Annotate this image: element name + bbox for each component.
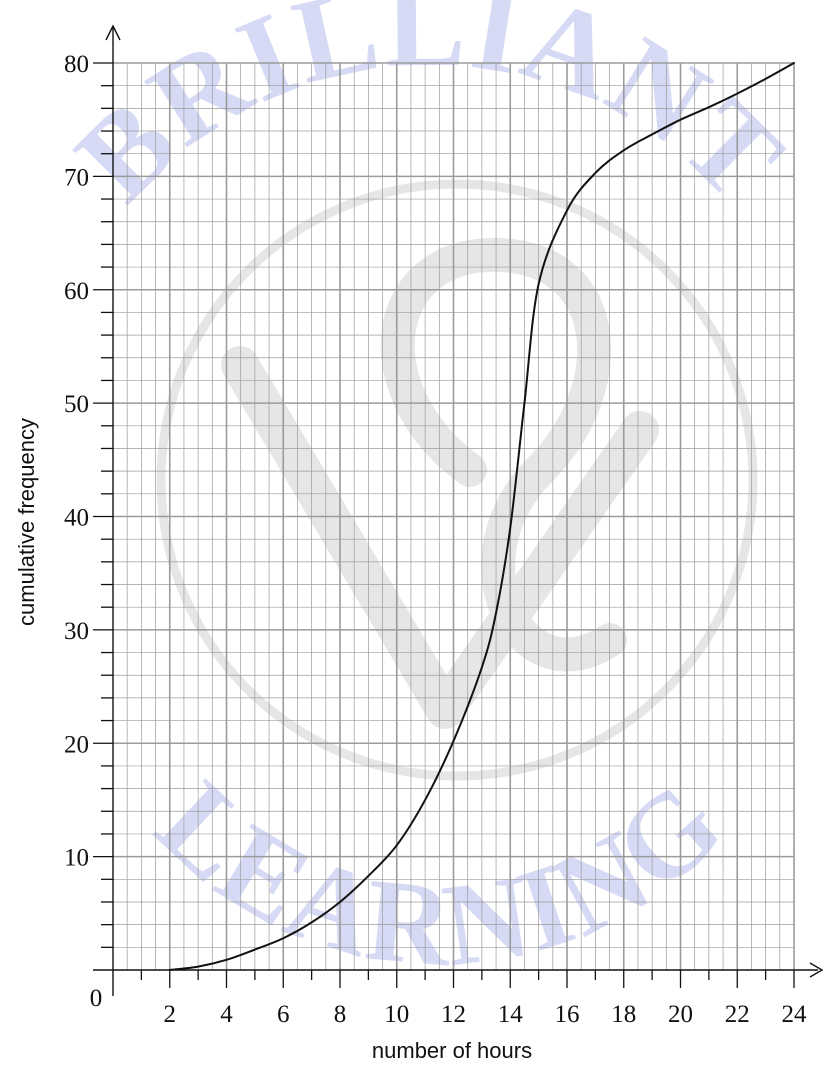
x-tick-labels: 2 4 6 8 10 12 14 16 18 20 22 24 — [164, 1001, 808, 1028]
y-tick-label: 70 — [64, 164, 89, 191]
cumulative-frequency-curve — [168, 62, 795, 971]
y-tick-label: 20 — [64, 731, 89, 758]
x-tick-label: 24 — [782, 1001, 808, 1028]
y-axis-arrow-icon — [105, 24, 121, 41]
x-tick-label: 2 — [164, 1001, 177, 1028]
major-grid — [113, 62, 795, 970]
watermark-logo: BRILLIANT LEARNING — [51, 0, 808, 992]
series-layer — [168, 62, 795, 971]
origin-label: 0 — [90, 985, 103, 1012]
y-ticks — [93, 62, 113, 948]
x-tick-label: 20 — [668, 1001, 693, 1028]
x-tick-label: 10 — [384, 1001, 409, 1028]
y-tick-label: 50 — [64, 391, 89, 418]
x-tick-label: 22 — [725, 1001, 750, 1028]
watermark-circle — [156, 179, 758, 781]
x-tick-label: 14 — [498, 1001, 524, 1028]
y-tick-label: 10 — [64, 845, 89, 872]
x-tick-label: 16 — [555, 1001, 580, 1028]
y-tick-label: 80 — [64, 51, 89, 78]
x-tick-label: 4 — [220, 1001, 233, 1028]
y-tick-label: 30 — [64, 618, 89, 645]
y-tick-label: 40 — [64, 505, 89, 532]
x-ticks — [140, 970, 795, 988]
watermark-bottom-text: LEARNING — [133, 756, 747, 992]
watermark-v-mark — [221, 346, 659, 729]
x-axis-title: number of hours — [372, 1038, 532, 1063]
y-tick-labels: 10 20 30 40 50 60 70 80 — [64, 51, 89, 872]
y-tick-label: 60 — [64, 278, 89, 305]
x-axis-arrow-icon — [809, 962, 824, 978]
x-tick-label: 8 — [334, 1001, 347, 1028]
x-tick-label: 18 — [611, 1001, 636, 1028]
watermark-s-mark — [380, 237, 627, 672]
x-tick-label: 12 — [441, 1001, 466, 1028]
y-axis-title: cumulative frequency — [14, 418, 39, 626]
x-tick-label: 6 — [277, 1001, 290, 1028]
